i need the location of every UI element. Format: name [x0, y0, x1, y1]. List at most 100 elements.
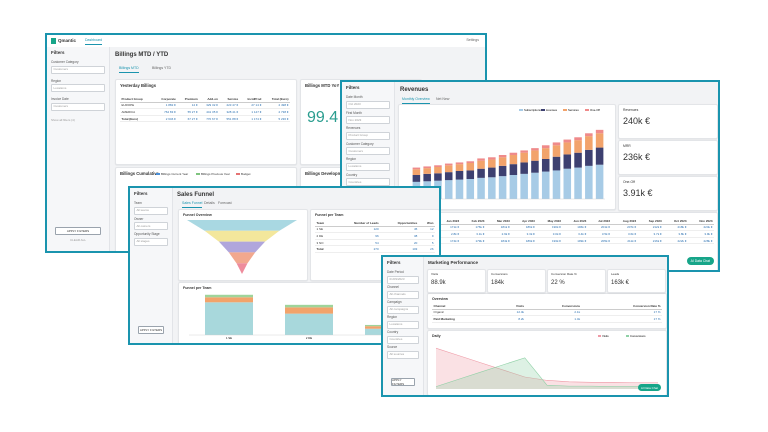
table-cell: 12 — [418, 226, 435, 234]
bar-segment — [488, 159, 496, 168]
table-cell: 1 147 € — [239, 108, 263, 116]
filter-label: Date Month — [346, 95, 363, 99]
legend-label: Billings Current Year — [161, 171, 189, 176]
legend-label: Visits — [602, 334, 609, 338]
filter-input[interactable]: Countries — [346, 178, 390, 186]
filter-placeholder: Nov 2023 — [348, 117, 362, 122]
table-cell: 201k € — [587, 224, 612, 232]
bar-segment — [595, 164, 604, 199]
bar-segment — [531, 150, 539, 161]
table-header-cell: Apr 2023 — [511, 218, 537, 225]
ai-chat-button[interactable]: AI Data Chat — [686, 257, 714, 265]
legend-swatch — [626, 335, 629, 337]
filter-input[interactable]: All owners — [134, 222, 168, 230]
apply-button[interactable]: APPLY FILTERS — [138, 326, 164, 334]
filter-input[interactable]: Oct 2023 — [346, 100, 390, 109]
filter-placeholder: Countries — [348, 179, 362, 184]
filter-input[interactable]: Locations — [51, 84, 105, 92]
legend-label: Licenses — [546, 108, 558, 112]
filter-input[interactable]: 01/09/2023 — [387, 275, 419, 284]
x-tick-label: 2 DE — [306, 336, 312, 340]
bar-segment — [466, 161, 475, 163]
filter-placeholder: Locations — [389, 322, 403, 326]
filter-input[interactable]: Product Group — [346, 131, 390, 140]
filter-placeholder: Customers — [348, 148, 364, 153]
bar-segment — [595, 133, 604, 148]
table-cell: 174k € — [435, 237, 461, 245]
kpi-card: MRR 236k € — [618, 140, 718, 175]
table-row: AMERICA 764 83 €55 27 €441 35 €328 41 €1 … — [120, 108, 290, 116]
table-header-cell: Channel — [432, 303, 497, 310]
tab[interactable]: Sales Funnel — [182, 201, 203, 208]
filter-input[interactable]: All sources — [387, 350, 419, 359]
ai-chat-button[interactable]: AI Data Chat — [637, 384, 661, 391]
kpi-value: 240k € — [623, 116, 651, 126]
filter-input[interactable]: Customers — [51, 65, 105, 74]
filters-title: Filters — [346, 85, 360, 90]
daily-chart: Visits Conversions — [435, 334, 658, 389]
filter-input[interactable]: Customers — [51, 102, 105, 111]
kpi-label: Conversions — [491, 272, 508, 276]
clear-button[interactable]: CLEAR ALL — [69, 238, 86, 242]
bar-segment — [563, 139, 572, 143]
table-header-cell: Jun 2023 — [562, 218, 588, 225]
bar-segment — [455, 179, 464, 199]
table-cell: 45 — [380, 226, 419, 234]
filters-title: Filters — [51, 50, 65, 55]
filter-input[interactable]: All teams — [134, 206, 168, 215]
filter-label: Channel — [387, 285, 399, 289]
settings[interactable]: Settings — [466, 38, 479, 42]
legend-label: One-Off — [590, 108, 600, 112]
filter-input[interactable]: All channels — [387, 290, 419, 299]
more-filters[interactable]: Show all filters (4) — [51, 117, 75, 122]
filter-label: First Month — [346, 110, 362, 115]
card: Funnel Overview — [178, 209, 308, 281]
tab[interactable]: Billings MTD — [119, 66, 139, 73]
bar-segment — [285, 304, 333, 308]
table-cell: 207k € — [611, 224, 638, 232]
tab[interactable]: Billings YTD — [152, 66, 171, 70]
tab[interactable]: Forecast — [218, 201, 232, 205]
filter-input[interactable]: Locations — [387, 320, 419, 329]
table-cell: Paid Marketing — [432, 315, 497, 323]
area — [436, 357, 658, 389]
legend-swatch — [156, 172, 160, 175]
filter-input[interactable]: All stages — [134, 237, 168, 246]
table-header-cell: Feb 2023 — [460, 218, 486, 225]
apply-button[interactable]: APPLY FILTERS — [391, 378, 415, 386]
tab[interactable]: Details — [204, 201, 215, 205]
apply-button[interactable]: APPLY FILTERS — [55, 227, 101, 235]
filter-input[interactable]: Locations — [346, 162, 390, 171]
table-cell: 3.9k € — [688, 230, 714, 238]
filter-input[interactable]: All campaigns — [387, 305, 419, 314]
table-cell: 27 14 € — [239, 102, 263, 110]
table-cell: 224k € — [688, 224, 714, 232]
tab[interactable]: Monthly Overview — [402, 97, 430, 104]
table-cell: 67 27 € — [177, 115, 200, 123]
bar-segment — [574, 140, 582, 153]
bar-segment — [423, 168, 431, 174]
kpi-card: One-Off 3.91k € — [618, 176, 718, 211]
kpi-card: Conversion Rate % 22 % — [547, 269, 606, 293]
funnel-stage — [228, 252, 256, 264]
table-cell: 17 % — [581, 309, 662, 317]
bar-segment — [498, 176, 507, 199]
bar-segment — [552, 145, 561, 157]
tab[interactable]: Net New — [436, 97, 450, 101]
nav-tab[interactable]: Dashboard — [85, 38, 103, 45]
bar-segment — [498, 165, 507, 177]
bar-segment — [585, 136, 593, 150]
filter-input[interactable]: Nov 2023 — [346, 116, 390, 124]
logo: Qmantic — [58, 38, 77, 43]
table-cell: 196k € — [562, 224, 588, 232]
table-header-cell: May 2023 — [536, 218, 563, 225]
filter-input[interactable]: Countries — [387, 335, 419, 344]
filter-input[interactable]: Customers — [346, 147, 390, 155]
bar-segment — [574, 167, 582, 199]
legend-swatch — [236, 172, 240, 175]
table-cell: 2.9k € — [485, 230, 512, 238]
filter-placeholder: All stages — [136, 239, 150, 243]
table-cell: 2 738 € — [262, 108, 290, 116]
table-cell: 176k € — [460, 224, 486, 232]
card-title: Funnel per Team — [315, 213, 344, 217]
